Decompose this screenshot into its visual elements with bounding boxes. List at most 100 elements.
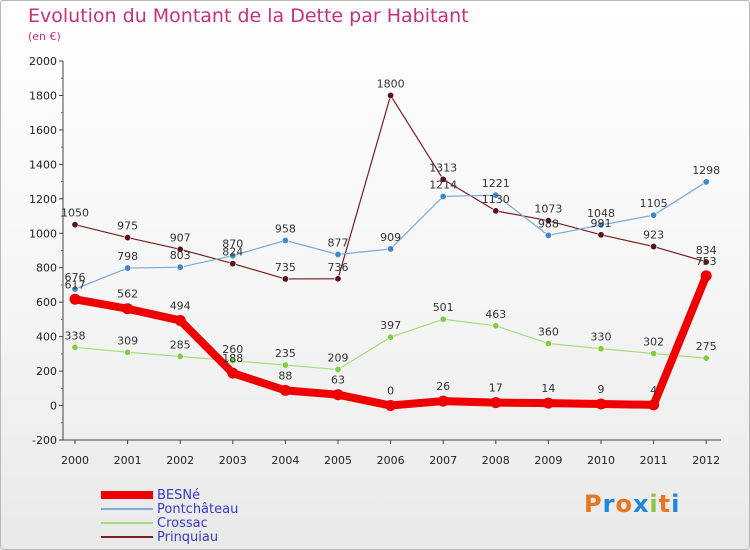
data-point xyxy=(124,348,132,356)
y-tick-label: 1400 xyxy=(29,158,57,171)
data-label: 907 xyxy=(170,231,191,244)
data-point xyxy=(227,367,239,379)
logo-letter: t xyxy=(658,490,672,518)
data-label: 309 xyxy=(117,334,138,347)
legend-item: Pontchâteau xyxy=(101,501,239,517)
x-tick-label: 2002 xyxy=(166,454,194,467)
data-label: 909 xyxy=(380,231,401,244)
data-point xyxy=(124,264,132,272)
logo-letter: i xyxy=(671,490,681,518)
data-point xyxy=(387,91,395,99)
data-point xyxy=(492,191,500,199)
x-tick-label: 2007 xyxy=(429,454,457,467)
y-tick-label: 600 xyxy=(36,296,57,309)
data-point xyxy=(544,231,552,239)
data-label: 275 xyxy=(696,340,717,353)
data-point xyxy=(176,245,184,253)
data-label: 0 xyxy=(387,385,394,398)
legend: BESNé Pontchâteau Crossac Prinquiau xyxy=(101,487,239,545)
data-point xyxy=(542,397,554,409)
data-label: 1298 xyxy=(692,164,720,177)
data-point xyxy=(650,350,658,358)
data-label: 338 xyxy=(65,329,86,342)
logo-letter: o xyxy=(615,490,633,518)
data-label: 188 xyxy=(222,352,243,365)
data-label: 9 xyxy=(598,383,605,396)
y-tick-label: 400 xyxy=(36,331,57,344)
y-tick-label: 1000 xyxy=(29,227,57,240)
data-label: 617 xyxy=(65,278,86,291)
x-tick-label: 2012 xyxy=(692,454,720,467)
data-label: 676 xyxy=(65,271,86,284)
data-point xyxy=(69,293,81,305)
data-label: 736 xyxy=(328,261,349,274)
legend-label: Crossac xyxy=(157,515,208,531)
logo-letter: i xyxy=(649,490,659,518)
data-label: 14 xyxy=(541,382,555,395)
data-label: 1073 xyxy=(534,203,562,216)
data-label: 991 xyxy=(591,217,612,230)
data-label: 1800 xyxy=(377,77,405,90)
data-point xyxy=(385,400,397,412)
data-label: 562 xyxy=(117,288,138,301)
data-point xyxy=(490,397,502,409)
logo-letter: x xyxy=(632,490,650,518)
legend-item: Crossac xyxy=(101,515,238,531)
data-point xyxy=(648,399,660,411)
y-tick-label: -200 xyxy=(32,434,57,447)
data-point xyxy=(650,243,658,251)
data-label: 1130 xyxy=(482,193,510,206)
legend-label: Prinquiau xyxy=(157,529,219,545)
legend-label: BESNé xyxy=(157,487,201,503)
x-tick-label: 2006 xyxy=(377,454,405,467)
logo-letter: r xyxy=(602,490,616,518)
data-label: 4 xyxy=(650,384,657,397)
y-tick-label: 1600 xyxy=(29,124,57,137)
y-tick-label: 800 xyxy=(36,262,57,275)
data-point xyxy=(702,178,710,186)
y-tick-label: 0 xyxy=(50,400,57,413)
data-label: 501 xyxy=(433,301,454,314)
data-point xyxy=(387,245,395,253)
legend-label: Pontchâteau xyxy=(157,501,239,517)
data-label: 209 xyxy=(328,352,349,365)
data-label: 494 xyxy=(170,299,191,312)
data-label: 958 xyxy=(275,223,296,236)
data-point xyxy=(279,384,291,396)
y-tick-label: 2000 xyxy=(29,55,57,68)
proxiti-logo: Proxiti xyxy=(584,490,680,518)
data-label: 330 xyxy=(591,331,612,344)
data-label: 360 xyxy=(538,326,559,339)
data-point xyxy=(334,275,342,283)
logo-letter: P xyxy=(584,490,603,518)
data-point xyxy=(71,343,79,351)
data-label: 397 xyxy=(380,319,401,332)
data-point xyxy=(492,322,500,330)
data-point xyxy=(334,366,342,374)
x-tick-label: 2009 xyxy=(534,454,562,467)
data-label: 1048 xyxy=(587,207,615,220)
data-point xyxy=(597,221,605,229)
data-point xyxy=(544,217,552,225)
data-label: 1050 xyxy=(61,207,89,220)
data-label: 988 xyxy=(538,217,559,230)
x-tick-label: 2001 xyxy=(114,454,142,467)
x-tick-label: 2000 xyxy=(61,454,89,467)
legend-item: Prinquiau xyxy=(101,529,238,545)
data-point xyxy=(176,263,184,271)
legend-swatch xyxy=(101,491,153,499)
data-label: 302 xyxy=(643,336,664,349)
legend-item: BESNé xyxy=(101,487,238,503)
data-label: 1221 xyxy=(482,177,510,190)
x-tick-label: 2008 xyxy=(482,454,510,467)
data-point xyxy=(281,361,289,369)
data-label: 834 xyxy=(696,244,717,257)
data-point xyxy=(229,252,237,260)
data-point xyxy=(71,285,79,293)
data-point xyxy=(702,354,710,362)
data-point xyxy=(439,175,447,183)
chart-title: Evolution du Montant de la Dette par Hab… xyxy=(28,5,469,27)
data-point xyxy=(492,207,500,215)
